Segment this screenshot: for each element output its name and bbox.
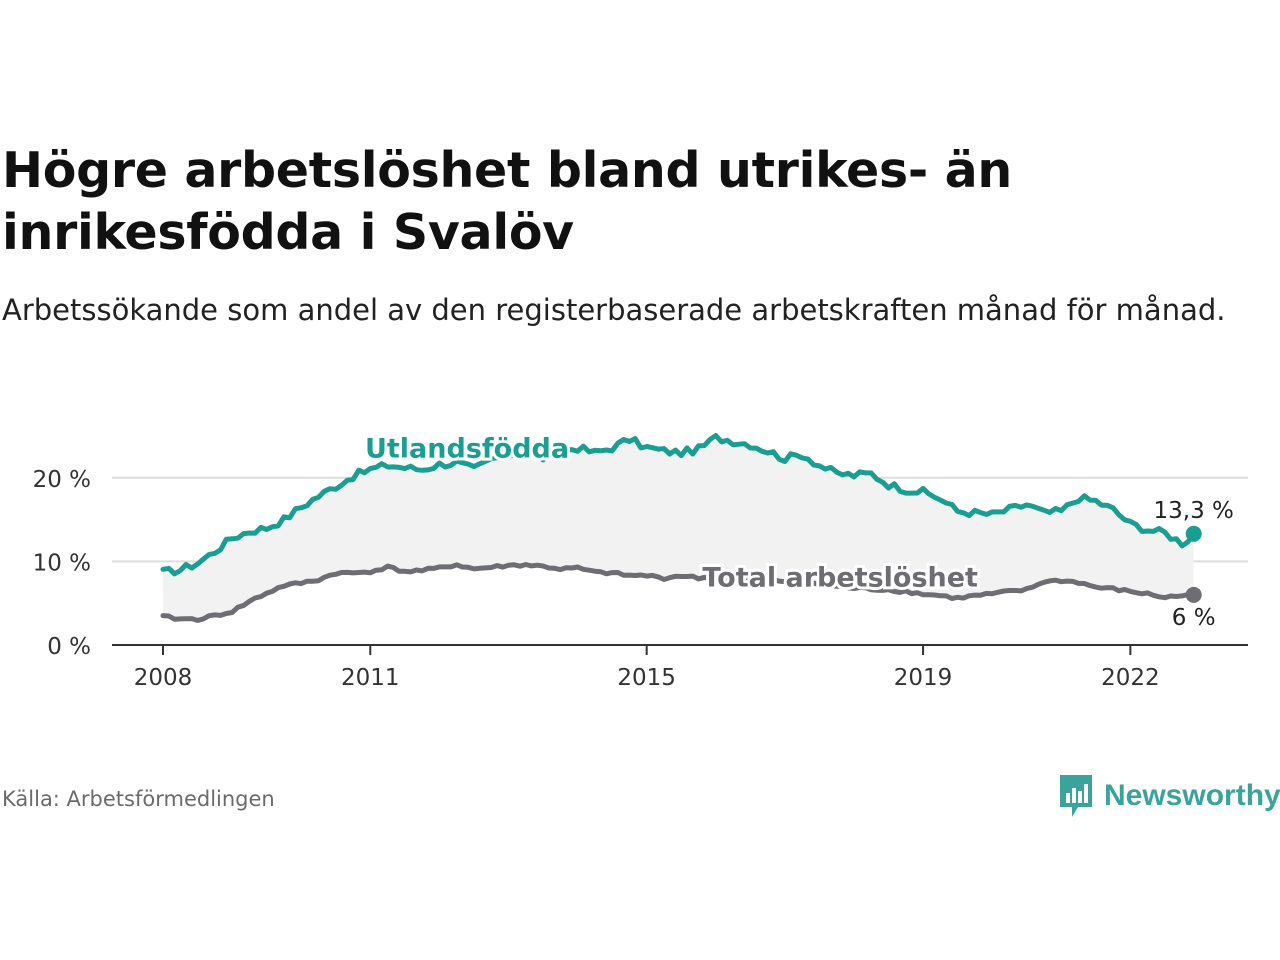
brand-name: Newsworthy [1104, 779, 1280, 812]
series-line-total [160, 562, 1197, 623]
y-tick-label: 0 % [47, 634, 91, 660]
end-label-utlandsfodda: 13,3 % [1154, 498, 1234, 524]
x-tick-label: 2019 [894, 665, 953, 691]
y-tick-label: 10 % [33, 550, 91, 576]
series-label-utlandsfodda: Utlandsfödda [365, 434, 569, 465]
end-point-utlandsfodda [1185, 525, 1202, 542]
axis-ticks: 0 % 10 % 20 % 2008 2011 2015 2019 2022 [33, 467, 1160, 691]
source-note: Källa: Arbetsförmedlingen [2, 787, 275, 811]
x-tick-label: 2022 [1101, 665, 1160, 691]
range-band [163, 435, 1194, 621]
end-point-total [1185, 586, 1202, 603]
x-tick-label: 2015 [617, 665, 676, 691]
newsworthy-logo-icon [1060, 775, 1092, 817]
chart-title: Högre arbetslöshet bland utrikes- än inr… [2, 142, 1012, 261]
x-tick-label: 2008 [134, 665, 193, 691]
chart-subtitle: Arbetssökande som andel av den registerb… [2, 293, 1226, 327]
brand-logo[interactable]: Newsworthy [1058, 773, 1280, 819]
x-tick-label: 2011 [341, 665, 400, 691]
series-line-utlandsfodda [160, 433, 1197, 577]
line-chart: 0 % 10 % 20 % 2008 2011 2015 2019 2022 Utlandsf… [33, 431, 1248, 691]
y-tick-label: 20 % [33, 467, 91, 493]
series-label-total: Total arbetslöshet [702, 562, 978, 593]
end-label-total: 6 % [1172, 605, 1216, 631]
